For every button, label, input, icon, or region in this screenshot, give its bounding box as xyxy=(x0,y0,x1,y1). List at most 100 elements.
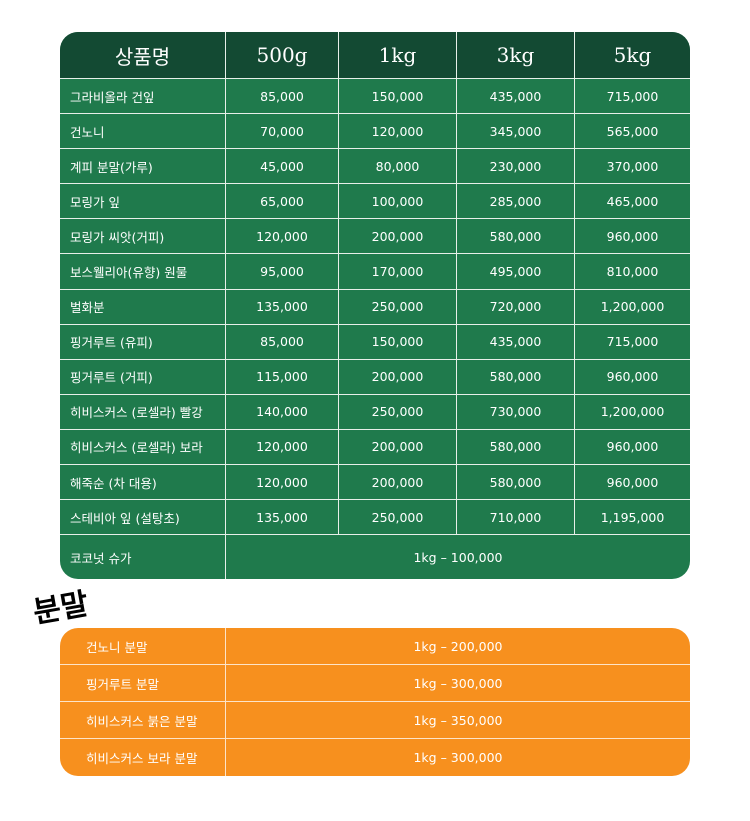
powder-name: 히비스커스 붉은 분말 xyxy=(60,702,226,738)
powder-row: 히비스커스 붉은 분말 1kg – 350,000 xyxy=(60,702,690,739)
price-cell: 120,000 xyxy=(226,219,339,254)
price-cell: 435,000 xyxy=(457,324,575,359)
price-cell: 495,000 xyxy=(457,254,575,289)
table-row-coconut-sugar: 코코넛 슈가 1kg – 100,000 xyxy=(60,535,690,579)
price-cell: 200,000 xyxy=(339,359,457,394)
product-name: 히비스커스 (로셀라) 빨강 xyxy=(60,394,226,429)
price-cell: 960,000 xyxy=(606,369,659,385)
powder-price: 1kg – 300,000 xyxy=(413,750,503,765)
price-cell: 580,000 xyxy=(457,219,575,254)
price-cell: 70,000 xyxy=(226,114,339,149)
powder-price: 1kg – 350,000 xyxy=(413,712,503,728)
price-cell: 135,000 xyxy=(226,500,339,535)
price-cell: 345,000 xyxy=(457,114,575,149)
header-product-name: 상품명 xyxy=(60,32,226,78)
price-table: 상품명 500g 1kg 3kg 5kg 그라비올라 건잎 85,000 150,0… xyxy=(60,32,690,579)
price-cell: 150,000 xyxy=(339,324,457,359)
price-cell: 250,000 xyxy=(339,289,457,324)
price-cell: 1,195,000 xyxy=(600,509,665,525)
table-row: 건노니 70,000 120,000 345,000 565,000 xyxy=(60,114,690,150)
powder-price: 1kg – 300,000 xyxy=(413,675,503,691)
header-500g: 500g xyxy=(226,32,339,78)
price-cell: 120,000 xyxy=(339,114,457,149)
product-name: 스테비아 잎 (설탕초) xyxy=(60,500,226,535)
powder-table: 건노니 분말 1kg – 200,000 핑거루트 분말 1kg – 300,000 히… xyxy=(60,628,690,776)
table-row: 해죽순 (차 대용) 120,000 200,000 580,000 960,000 xyxy=(60,465,690,501)
price-cell: 45,000 xyxy=(226,149,339,184)
price-cell: 710,000 xyxy=(457,500,575,535)
price-cell: 285,000 xyxy=(457,184,575,219)
table-row: 히비스커스 (로셀라) 빨강 140,000 250,000 730,000 1,200… xyxy=(60,394,690,430)
product-name: 보스웰리아(유향) 원물 xyxy=(60,254,226,289)
powder-row: 핑거루트 분말 1kg – 300,000 xyxy=(60,665,690,702)
product-name: 코코넛 슈가 xyxy=(60,535,226,579)
price-cell: 120,000 xyxy=(226,465,339,500)
powder-name: 핑거루트 분말 xyxy=(60,665,226,701)
price-cell: 580,000 xyxy=(457,465,575,500)
price-cell: 960,000 xyxy=(606,228,659,244)
product-name: 히비스커스 (로셀라) 보라 xyxy=(60,429,226,465)
price-cell: 370,000 xyxy=(606,158,659,174)
price-cell: 250,000 xyxy=(339,394,457,429)
price-cell: 200,000 xyxy=(339,429,457,465)
powder-name: 건노니 분말 xyxy=(60,628,226,664)
powder-row: 건노니 분말 1kg – 200,000 xyxy=(60,628,690,665)
table-row: 스테비아 잎 (설탕초) 135,000 250,000 710,000 1,195,0… xyxy=(60,500,690,536)
price-cell: 1,200,000 xyxy=(600,299,665,315)
table-row: 모링가 씨앗(거피) 120,000 200,000 580,000 960,000 xyxy=(60,219,690,255)
price-cell: 580,000 xyxy=(457,429,575,465)
price-table-body: 그라비올라 건잎 85,000 150,000 435,000 715,000 건노니 70… xyxy=(60,79,690,536)
price-cell: 150,000 xyxy=(339,79,457,114)
price-cell: 580,000 xyxy=(457,359,575,394)
price-cell: 1,200,000 xyxy=(600,404,665,420)
price-cell: 465,000 xyxy=(606,193,659,209)
product-price: 1kg – 100,000 xyxy=(413,550,503,566)
product-name: 벌화분 xyxy=(60,289,226,324)
product-name: 계피 분말(가루) xyxy=(60,149,226,184)
table-row: 모링가 잎 65,000 100,000 285,000 465,000 xyxy=(60,184,690,220)
product-name: 해죽순 (차 대용) xyxy=(60,465,226,500)
powder-price: 1kg – 200,000 xyxy=(413,638,503,654)
price-cell: 100,000 xyxy=(339,184,457,219)
table-row: 핑거루트 (유피) 85,000 150,000 435,000 715,000 xyxy=(60,324,690,360)
price-cell: 730,000 xyxy=(457,394,575,429)
powder-name: 히비스커스 보라 분말 xyxy=(60,739,226,776)
price-cell: 715,000 xyxy=(606,88,659,104)
price-cell: 565,000 xyxy=(606,123,659,139)
price-cell: 200,000 xyxy=(339,219,457,254)
price-cell: 960,000 xyxy=(606,474,659,490)
table-row: 그라비올라 건잎 85,000 150,000 435,000 715,000 xyxy=(60,79,690,115)
price-cell: 85,000 xyxy=(226,324,339,359)
product-name: 그라비올라 건잎 xyxy=(60,79,226,114)
price-cell: 135,000 xyxy=(226,289,339,324)
table-row: 보스웰리아(유향) 원물 95,000 170,000 495,000 810,000 xyxy=(60,254,690,290)
price-cell: 95,000 xyxy=(226,254,339,289)
price-cell: 250,000 xyxy=(339,500,457,535)
powder-row: 히비스커스 보라 분말 1kg – 300,000 xyxy=(60,739,690,776)
table-row: 계피 분말(가루) 45,000 80,000 230,000 370,000 xyxy=(60,149,690,185)
header-1kg: 1kg xyxy=(339,32,457,78)
price-cell: 200,000 xyxy=(339,465,457,500)
price-cell: 170,000 xyxy=(339,254,457,289)
product-name: 핑거루트 (거피) xyxy=(60,359,226,394)
price-cell: 80,000 xyxy=(339,149,457,184)
price-cell: 120,000 xyxy=(226,429,339,465)
product-name: 건노니 xyxy=(60,114,226,149)
price-cell: 720,000 xyxy=(457,289,575,324)
table-row: 히비스커스 (로셀라) 보라 120,000 200,000 580,000 960,0… xyxy=(60,429,690,466)
product-name: 모링가 씨앗(거피) xyxy=(60,219,226,254)
price-cell: 115,000 xyxy=(226,359,339,394)
powder-section-label: 분말 xyxy=(30,586,92,631)
price-cell: 230,000 xyxy=(457,149,575,184)
table-row: 핑거루트 (거피) 115,000 200,000 580,000 960,000 xyxy=(60,359,690,395)
product-name: 모링가 잎 xyxy=(60,184,226,219)
price-cell: 960,000 xyxy=(606,439,659,455)
header-5kg: 5kg xyxy=(613,43,652,67)
header-3kg: 3kg xyxy=(457,32,575,78)
price-cell: 715,000 xyxy=(606,334,659,350)
price-cell: 140,000 xyxy=(226,394,339,429)
product-name: 핑거루트 (유피) xyxy=(60,324,226,359)
table-row: 벌화분 135,000 250,000 720,000 1,200,000 xyxy=(60,289,690,325)
price-cell: 435,000 xyxy=(457,79,575,114)
price-cell: 810,000 xyxy=(606,264,659,280)
